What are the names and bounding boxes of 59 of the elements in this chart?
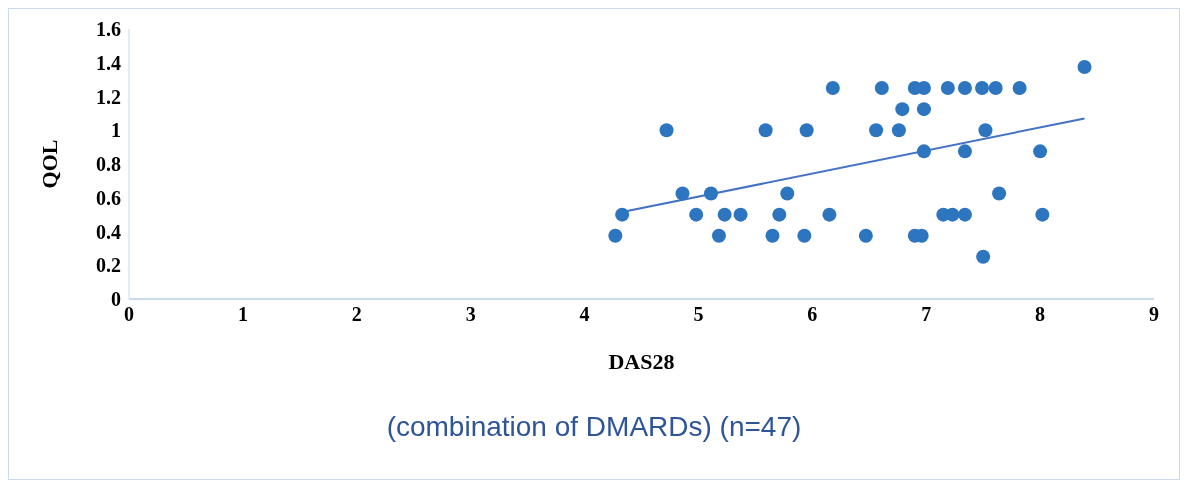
x-tick-label: 9 — [1149, 303, 1159, 326]
point — [689, 207, 704, 222]
point — [733, 207, 748, 222]
point — [615, 207, 630, 222]
point — [916, 102, 931, 117]
point — [891, 123, 906, 138]
point — [976, 249, 991, 264]
x-tick-label: 1 — [237, 303, 248, 326]
point — [822, 207, 837, 222]
x-tick-label: 6 — [807, 303, 818, 326]
point — [711, 228, 726, 243]
point — [772, 207, 787, 222]
y-tick-label: 1.6 — [96, 18, 121, 41]
point — [797, 228, 812, 243]
y-axis-title: QOL — [36, 139, 62, 189]
point — [703, 186, 718, 201]
y-tick-label: 1.2 — [96, 85, 121, 108]
point — [869, 123, 884, 138]
point — [940, 81, 955, 96]
point — [1012, 81, 1027, 96]
point — [765, 228, 780, 243]
x-tick-label: 7 — [921, 303, 932, 326]
text: (combination of DMARDs) (n=47) — [385, 411, 803, 443]
point — [1035, 207, 1050, 222]
y-tick-label: 0 — [111, 288, 121, 311]
point — [957, 81, 972, 96]
point — [957, 207, 972, 222]
x-tick-label: 2 — [351, 303, 362, 326]
point — [608, 228, 623, 243]
x-axis-title: DAS28 — [608, 349, 675, 374]
point — [825, 81, 840, 96]
y-tick-label: 1 — [111, 119, 121, 142]
point — [858, 228, 873, 243]
x-tick-label: 3 — [465, 303, 476, 326]
y-tick-label: 0.6 — [96, 186, 121, 209]
point — [978, 123, 993, 138]
point — [895, 102, 910, 117]
point — [799, 123, 814, 138]
point — [1033, 144, 1048, 159]
point — [992, 186, 1007, 201]
point — [659, 123, 674, 138]
point — [758, 123, 773, 138]
point — [975, 81, 990, 96]
point — [945, 207, 960, 222]
point — [988, 81, 1003, 96]
point — [916, 144, 931, 159]
point — [1077, 59, 1092, 74]
point — [874, 81, 889, 96]
point — [675, 186, 690, 201]
y-tick-label: 0.4 — [96, 220, 121, 243]
y-tick-label: 1.4 — [96, 51, 121, 74]
point — [957, 144, 972, 159]
x-tick-label: 8 — [1035, 303, 1046, 326]
x-tick-label: 5 — [693, 303, 704, 326]
point — [717, 207, 732, 222]
y-tick-label: 0.8 — [96, 153, 121, 176]
y-tick-label: 0.2 — [96, 254, 121, 277]
point — [780, 186, 795, 201]
x-tick-label: 4 — [579, 303, 590, 326]
